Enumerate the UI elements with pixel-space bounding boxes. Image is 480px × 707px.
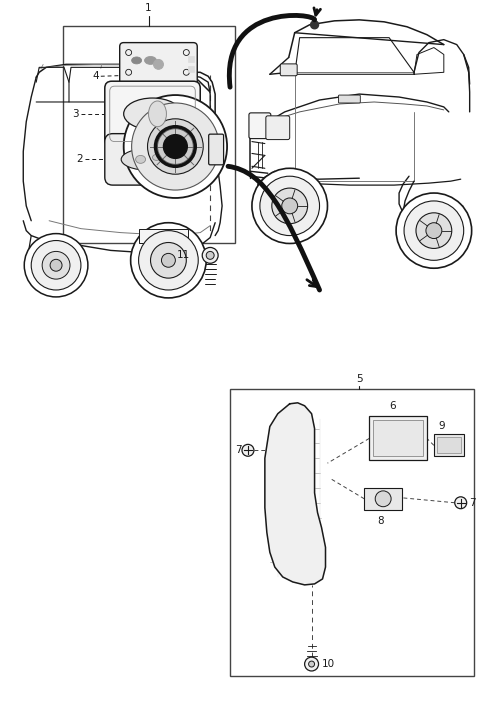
Text: 6: 6 [389, 401, 396, 411]
Circle shape [132, 103, 219, 190]
Bar [188, 66, 194, 72]
FancyBboxPatch shape [105, 134, 192, 185]
Ellipse shape [121, 148, 176, 170]
FancyBboxPatch shape [266, 116, 290, 139]
Ellipse shape [148, 101, 167, 127]
Bar [437, 438, 461, 453]
Polygon shape [265, 403, 325, 585]
Ellipse shape [144, 57, 156, 64]
Bar [373, 420, 423, 456]
FancyBboxPatch shape [280, 64, 297, 76]
Circle shape [131, 223, 206, 298]
Circle shape [242, 445, 254, 456]
Ellipse shape [124, 98, 181, 129]
Circle shape [168, 139, 182, 153]
Text: 2: 2 [76, 154, 83, 165]
FancyBboxPatch shape [105, 81, 200, 146]
Circle shape [260, 176, 320, 235]
Text: 1: 1 [145, 3, 152, 13]
Circle shape [252, 168, 327, 243]
Circle shape [426, 223, 442, 238]
Circle shape [157, 129, 193, 164]
Text: 9: 9 [439, 421, 445, 431]
Text: 8: 8 [377, 515, 384, 525]
Bar [63, 25, 235, 243]
Bar [188, 57, 194, 62]
Circle shape [309, 661, 314, 667]
Text: 7: 7 [235, 445, 242, 455]
Circle shape [396, 193, 472, 268]
Circle shape [151, 243, 186, 278]
Circle shape [206, 252, 214, 259]
Bar [364, 488, 402, 510]
Circle shape [375, 491, 391, 507]
Ellipse shape [136, 156, 145, 163]
Circle shape [31, 240, 81, 290]
Circle shape [147, 119, 203, 174]
Bar [230, 389, 474, 676]
Circle shape [161, 253, 175, 267]
Circle shape [455, 497, 467, 509]
Bar [139, 228, 188, 243]
Circle shape [154, 59, 164, 69]
Circle shape [164, 134, 187, 158]
Circle shape [416, 213, 452, 248]
Text: 11: 11 [177, 250, 190, 260]
Circle shape [42, 252, 70, 279]
Circle shape [139, 230, 198, 290]
FancyBboxPatch shape [338, 95, 360, 103]
Circle shape [124, 95, 227, 198]
FancyBboxPatch shape [120, 42, 197, 88]
Bar [369, 416, 427, 460]
Ellipse shape [132, 57, 142, 64]
Ellipse shape [153, 154, 160, 160]
Circle shape [50, 259, 62, 271]
Circle shape [272, 188, 308, 223]
Text: 4: 4 [92, 71, 99, 81]
Bar [434, 435, 464, 456]
Circle shape [24, 233, 88, 297]
Text: 10: 10 [322, 659, 335, 669]
Circle shape [404, 201, 464, 260]
FancyBboxPatch shape [209, 134, 224, 165]
Circle shape [282, 198, 298, 214]
Text: 3: 3 [72, 109, 79, 119]
Circle shape [202, 247, 218, 263]
Circle shape [311, 21, 319, 29]
FancyBboxPatch shape [249, 113, 271, 139]
Text: 7: 7 [468, 498, 475, 508]
Text: 5: 5 [356, 374, 362, 384]
Circle shape [305, 657, 319, 671]
